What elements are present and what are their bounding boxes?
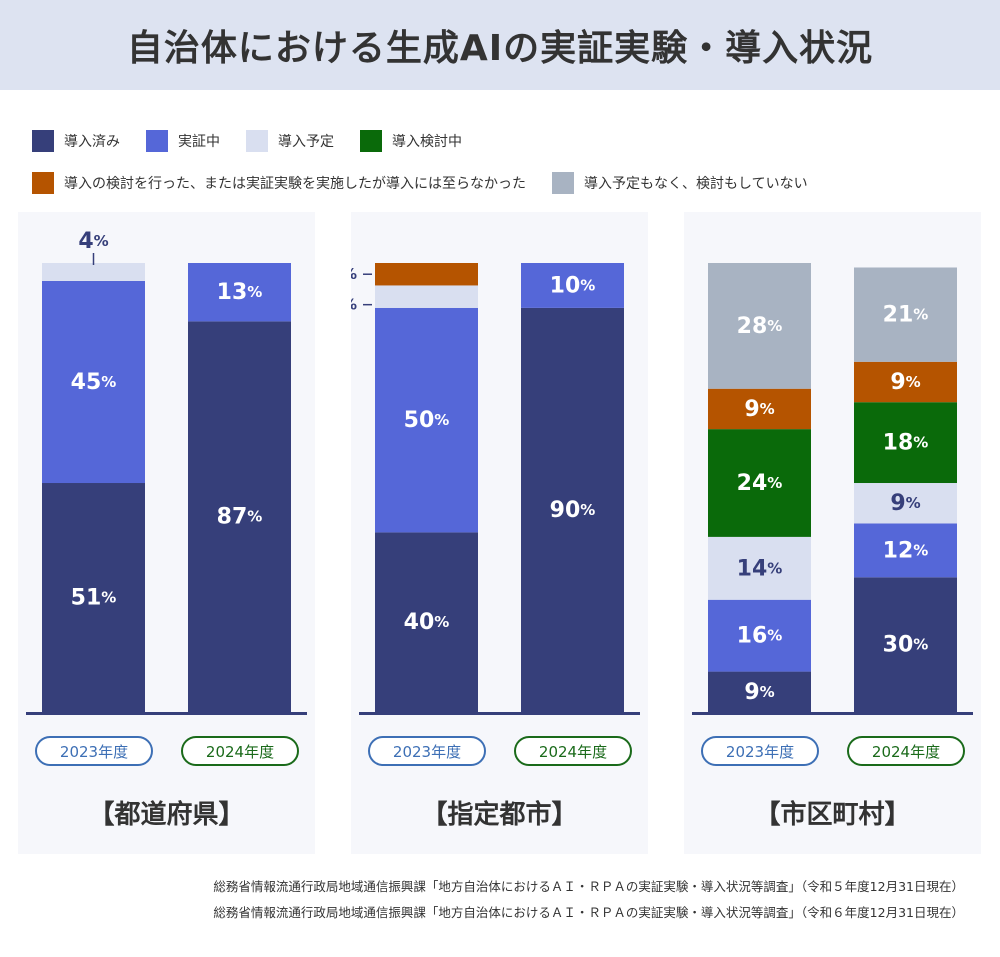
legend: 導入済み 実証中 導入予定 導入検討中 導入の検討を行った、または実証実験を実施…: [32, 128, 982, 212]
bar-segment: [42, 263, 145, 281]
panel-title: 【都道府県】: [88, 800, 245, 830]
legend-swatch: [146, 130, 168, 152]
bar-segment: [375, 307, 478, 533]
bar-segment: [708, 671, 811, 712]
panel-designated-cities: 40% 50% 5% 5% 90% 10% 2023年度 2024年度 【指定都市】: [351, 212, 648, 854]
bar-segment: [854, 361, 957, 403]
panel-municipalities: 9% 16% 14% 24% 9% 28% 30% 12% 9% 18% 9% 21% 2023年度 …: [684, 212, 981, 854]
legend-swatch: [360, 130, 382, 152]
panel-prefectures: 51% 45% 4% 87% 13% 2023年度 2024年度 【都道府県】: [18, 212, 315, 854]
data-label: 87%: [217, 504, 263, 529]
panel-title: 【市区町村】: [754, 800, 911, 830]
data-label: 45%: [71, 369, 117, 394]
legend-row-1: 導入済み 実証中 導入予定 導入検討中: [32, 128, 982, 154]
bar-segment: [708, 388, 811, 430]
data-label: 9%: [744, 396, 774, 421]
data-label: 9%: [890, 491, 920, 516]
bar-segment: [854, 577, 957, 712]
data-label: 40%: [404, 610, 450, 635]
legend-item-testing: 実証中: [146, 130, 220, 152]
year-pill-2024: 2024年度: [847, 736, 965, 766]
data-label: 21%: [883, 302, 929, 327]
page-title: 自治体における生成AIの実証実験・導入状況: [126, 28, 874, 69]
chart-panels: 51% 45% 4% 87% 13% 2023年度 2024年度 【都道府県】 40% 5…: [0, 212, 1000, 854]
legend-item-not-adopted: 導入の検討を行った、または実証実験を実施したが導入には至らなかった: [32, 172, 526, 194]
source-note-2023: 総務省情報流通行政局地域通信振興課「地方自治体におけるＡＩ・ＲＰＡの実証実験・導…: [213, 879, 964, 894]
bar-segment: [188, 263, 291, 322]
data-label: 5%: [351, 292, 357, 317]
year-pill-2023: 2023年度: [368, 736, 486, 766]
legend-swatch: [552, 172, 574, 194]
legend-label: 導入済み: [64, 134, 120, 150]
data-label: 24%: [737, 471, 783, 496]
bar-segment: [854, 523, 957, 578]
bar-segment: [708, 536, 811, 600]
bar-segment: [854, 483, 957, 524]
bar-segment: [708, 263, 811, 389]
year-pill-2023: 2023年度: [701, 736, 819, 766]
legend-row-2: 導入の検討を行った、または実証実験を実施したが導入には至らなかった 導入予定もな…: [32, 170, 982, 196]
bar-segment: [521, 307, 624, 712]
bar-segment: [42, 280, 145, 484]
legend-label: 導入検討中: [392, 134, 462, 150]
data-label: 30%: [883, 632, 929, 657]
bar-segment: [188, 321, 291, 712]
data-label: 4%: [78, 229, 108, 254]
legend-item-no-plan: 導入予定もなく、検討もしていない: [552, 172, 808, 194]
data-label: 12%: [883, 538, 929, 563]
legend-swatch: [246, 130, 268, 152]
axis-baseline: [692, 712, 973, 715]
stacked-bar-chart-prefectures: 51% 45% 4% 87% 13%: [26, 229, 307, 715]
bar-segment: [42, 483, 145, 712]
legend-item-implemented: 導入済み: [32, 130, 120, 152]
legend-swatch: [32, 130, 54, 152]
axis-baseline: [26, 712, 307, 715]
year-pill-2023: 2023年度: [35, 736, 153, 766]
bar-segment: [708, 429, 811, 537]
bar-segment: [854, 402, 957, 484]
axis-baseline: [359, 712, 640, 715]
legend-label: 実証中: [178, 134, 220, 150]
data-label: 14%: [737, 556, 783, 581]
data-label: 28%: [737, 313, 783, 338]
data-label: 50%: [404, 408, 450, 433]
data-label: 9%: [890, 369, 920, 394]
bar-segment: [375, 532, 478, 712]
legend-label: 導入予定もなく、検討もしていない: [584, 176, 808, 192]
legend-item-considering: 導入検討中: [360, 130, 462, 152]
bar-segment: [521, 263, 624, 308]
legend-label: 導入の検討を行った、または実証実験を実施したが導入には至らなかった: [64, 176, 526, 192]
data-label: 90%: [550, 497, 596, 522]
bar-segment: [708, 599, 811, 672]
bar-segment: [375, 285, 478, 308]
stacked-bar-chart-designated-cities: 40% 50% 5% 5% 90% 10%: [351, 262, 640, 715]
legend-item-planned: 導入予定: [246, 130, 334, 152]
data-label: 9%: [744, 679, 774, 704]
bar-segment: [854, 267, 957, 362]
data-label: 16%: [737, 623, 783, 648]
data-label: 5%: [351, 262, 357, 287]
header-banner: 自治体における生成AIの実証実験・導入状況: [0, 0, 1000, 90]
data-label: 10%: [550, 273, 596, 298]
year-pill-2024: 2024年度: [514, 736, 632, 766]
source-note-2024: 総務省情報流通行政局地域通信振興課「地方自治体におけるＡＩ・ＲＰＡの実証実験・導…: [213, 905, 964, 920]
data-label: 51%: [71, 585, 117, 610]
panel-title: 【指定都市】: [421, 800, 578, 830]
year-pill-2024: 2024年度: [181, 736, 299, 766]
data-label: 13%: [217, 280, 263, 305]
legend-swatch: [32, 172, 54, 194]
data-label: 18%: [883, 430, 929, 455]
stacked-bar-chart-municipalities: 9% 16% 14% 24% 9% 28% 30% 12% 9% 18% 9% 21%: [692, 263, 973, 715]
bar-segment: [375, 263, 478, 286]
legend-label: 導入予定: [278, 134, 334, 150]
